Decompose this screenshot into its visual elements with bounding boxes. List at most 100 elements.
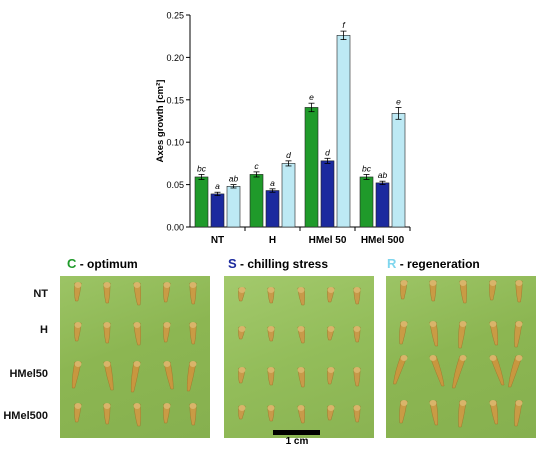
y-tick-label: 0.20 <box>166 53 184 63</box>
seedling <box>327 326 335 341</box>
seedling <box>393 355 408 385</box>
seedling <box>74 403 82 423</box>
seedling <box>238 405 246 420</box>
panel-title-optimum: C - optimum <box>67 256 138 271</box>
y-tick-label: 0.05 <box>166 180 184 190</box>
significance-letter: bc <box>362 163 372 173</box>
seedling <box>238 326 246 340</box>
seedling <box>489 400 499 425</box>
seedling <box>458 400 467 428</box>
seedling <box>327 287 335 303</box>
photo-chilling-stress <box>224 276 374 438</box>
row-label-hmel50: HMel50 <box>9 368 48 380</box>
seedling <box>297 287 305 306</box>
seedling <box>297 367 305 388</box>
seedling <box>353 367 361 387</box>
seedling <box>103 282 111 304</box>
panel-letter-c: C <box>67 256 77 271</box>
seedling <box>508 355 523 388</box>
seedling <box>238 287 246 302</box>
seedling <box>459 280 467 304</box>
seedling <box>399 321 408 345</box>
seedling <box>297 326 305 344</box>
seedling <box>163 403 171 424</box>
seedling <box>103 403 111 425</box>
photo-regeneration <box>386 276 536 438</box>
seedling <box>429 400 439 426</box>
seedling <box>400 280 408 300</box>
bar-r <box>391 113 406 228</box>
seedling <box>74 322 82 342</box>
y-axis-label: Axes growth [cm²] <box>155 80 166 163</box>
x-category-label: H <box>269 235 276 246</box>
bar-s <box>265 190 280 228</box>
seedling <box>489 355 505 386</box>
row-label-nt: NT <box>33 288 48 300</box>
seedling <box>163 322 171 343</box>
significance-letter: a <box>215 181 220 191</box>
panel-letter-r: R <box>387 256 397 271</box>
seedling <box>514 400 523 427</box>
bar-chart: 0.00 0.05 0.10 0.15 0.20 0.25 Axes growth [cm²… <box>155 11 411 246</box>
significance-letter: d <box>286 150 291 160</box>
bar-c <box>194 176 209 228</box>
significance-letter: d <box>325 147 330 157</box>
bar-s <box>320 160 335 228</box>
significance-letter: e <box>396 96 401 106</box>
seedling <box>103 361 114 391</box>
panel-title-regeneration: R - regeneration <box>387 256 480 271</box>
significance-letter: c <box>254 161 259 171</box>
seedling <box>74 282 82 302</box>
seedling <box>163 282 171 303</box>
row-label-hmel500: HMel500 <box>3 410 48 422</box>
seedling <box>515 280 523 303</box>
seedling <box>189 322 197 345</box>
seedling <box>186 361 197 392</box>
seedling <box>452 355 467 389</box>
seedling <box>133 403 141 427</box>
seedling <box>353 326 361 343</box>
x-category-label: HMel 50 <box>309 235 347 246</box>
bar-r <box>336 35 351 228</box>
scale-bar-label: 1 cm <box>285 436 309 447</box>
significance-letter: f <box>342 20 346 30</box>
significance-letter: bc <box>197 163 207 173</box>
seedling <box>189 282 197 305</box>
significance-letter: e <box>309 92 314 102</box>
photo-optimum <box>60 276 210 438</box>
bar-c <box>304 107 319 228</box>
seedling <box>489 321 499 346</box>
seedling <box>429 355 445 387</box>
seedling <box>353 287 361 305</box>
bar-r <box>281 163 296 228</box>
seedling <box>103 322 111 344</box>
panel-title-chilling: S - chilling stress <box>228 256 329 271</box>
seedling <box>130 361 141 393</box>
seedling <box>429 321 439 347</box>
scale-bar <box>273 430 320 435</box>
seedling <box>399 400 408 424</box>
y-tick-label: 0.15 <box>166 95 184 105</box>
significance-letter: a <box>270 178 275 188</box>
significance-letter: ab <box>229 174 239 184</box>
y-tick-label: 0.25 <box>166 11 184 21</box>
bar-c <box>359 176 374 228</box>
row-label-h: H <box>40 324 48 336</box>
bar-r <box>226 185 241 228</box>
seedling <box>71 361 82 389</box>
y-tick-label: 0.00 <box>166 223 184 233</box>
seedling <box>297 405 305 424</box>
significance-letter: ab <box>378 170 388 180</box>
seedling <box>514 321 523 348</box>
seedling <box>267 367 275 386</box>
seedling <box>133 282 141 306</box>
bar-s <box>210 193 225 228</box>
seedling <box>238 367 246 384</box>
seedling <box>267 405 275 422</box>
seedling <box>133 322 141 346</box>
seedling <box>327 405 335 421</box>
bar-c <box>249 174 264 228</box>
seedling <box>489 280 497 301</box>
seedling <box>353 405 361 423</box>
seedling <box>327 367 335 385</box>
